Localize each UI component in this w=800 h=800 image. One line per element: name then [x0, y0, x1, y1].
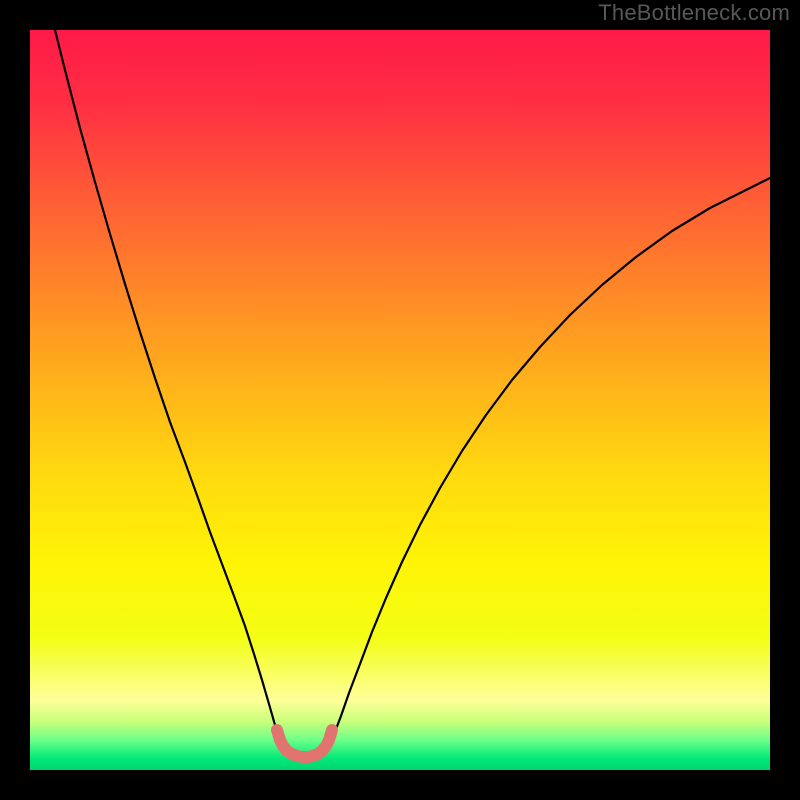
plot-area — [30, 30, 770, 770]
chart-canvas: TheBottleneck.com — [0, 0, 800, 800]
curve-line — [55, 30, 770, 758]
watermark-text: TheBottleneck.com — [598, 0, 790, 26]
highlight-marks — [277, 730, 332, 757]
bottleneck-curve — [30, 30, 770, 770]
